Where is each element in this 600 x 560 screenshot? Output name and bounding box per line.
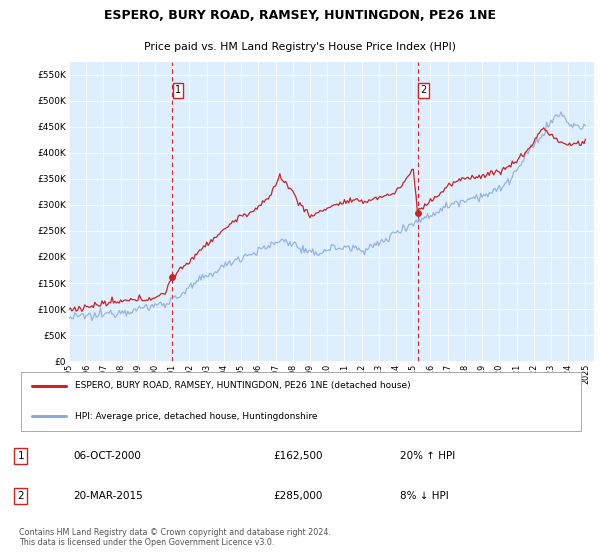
Text: £285,000: £285,000 (274, 491, 323, 501)
Text: 2: 2 (17, 491, 24, 501)
Text: HPI: Average price, detached house, Huntingdonshire: HPI: Average price, detached house, Hunt… (75, 412, 317, 421)
FancyBboxPatch shape (21, 372, 581, 431)
Text: Contains HM Land Registry data © Crown copyright and database right 2024.
This d: Contains HM Land Registry data © Crown c… (19, 528, 331, 547)
Text: 20% ↑ HPI: 20% ↑ HPI (400, 451, 455, 461)
Text: 20-MAR-2015: 20-MAR-2015 (74, 491, 143, 501)
Text: 2: 2 (420, 85, 427, 95)
Text: 1: 1 (175, 85, 181, 95)
Text: 06-OCT-2000: 06-OCT-2000 (74, 451, 142, 461)
Text: 8% ↓ HPI: 8% ↓ HPI (400, 491, 449, 501)
Text: ESPERO, BURY ROAD, RAMSEY, HUNTINGDON, PE26 1NE: ESPERO, BURY ROAD, RAMSEY, HUNTINGDON, P… (104, 9, 496, 22)
Text: 1: 1 (17, 451, 24, 461)
Text: Price paid vs. HM Land Registry's House Price Index (HPI): Price paid vs. HM Land Registry's House … (144, 43, 456, 52)
Text: ESPERO, BURY ROAD, RAMSEY, HUNTINGDON, PE26 1NE (detached house): ESPERO, BURY ROAD, RAMSEY, HUNTINGDON, P… (75, 381, 410, 390)
Text: £162,500: £162,500 (274, 451, 323, 461)
